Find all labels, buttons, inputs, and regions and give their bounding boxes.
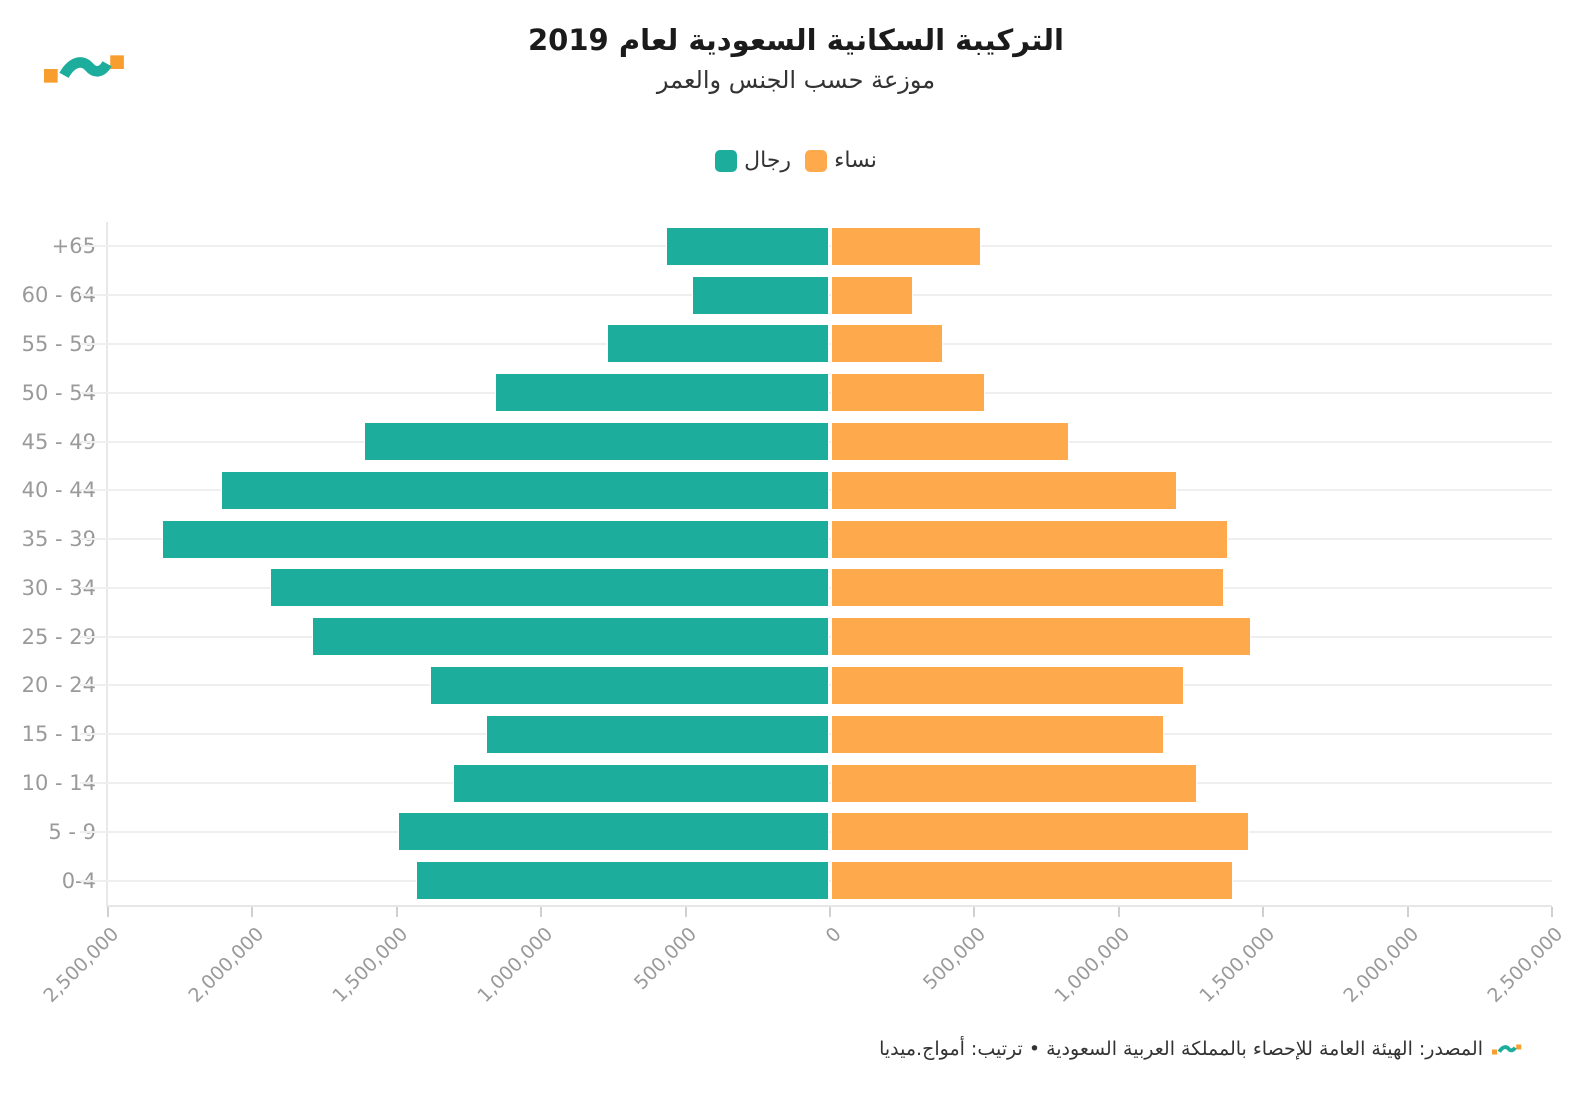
bar-men-55-59[interactable] bbox=[607, 324, 829, 364]
bar-women-55-59[interactable] bbox=[831, 324, 944, 364]
x-axis-tick bbox=[107, 907, 109, 917]
bar-women-10-14[interactable] bbox=[831, 763, 1197, 803]
x-axis-label: 500,000 bbox=[918, 923, 990, 995]
bar-men-40-44[interactable] bbox=[221, 470, 829, 510]
bar-women-30-34[interactable] bbox=[831, 568, 1225, 608]
bar-women-40-44[interactable] bbox=[831, 470, 1177, 510]
source-text: المصدر: الهيئة العامة للإحصاء بالمملكة ا… bbox=[879, 1038, 1483, 1060]
legend-label-men: رجال bbox=[744, 148, 792, 173]
bar-men-+65[interactable] bbox=[666, 226, 829, 266]
x-axis-label: 2,500,000 bbox=[1483, 923, 1568, 1007]
chart-title: التركيبة السكانية السعودية لعام 2019 bbox=[528, 23, 1064, 57]
x-axis-tick bbox=[1262, 907, 1265, 917]
bar-men-35-39[interactable] bbox=[162, 519, 829, 559]
bar-men-30-34[interactable] bbox=[270, 568, 829, 608]
x-axis-tick bbox=[251, 907, 254, 917]
x-axis-tick bbox=[684, 907, 687, 917]
x-axis-label: 1,500,000 bbox=[328, 923, 413, 1007]
bar-women-35-39[interactable] bbox=[831, 519, 1229, 559]
x-axis-line bbox=[106, 905, 1552, 907]
x-axis-tick bbox=[395, 907, 398, 917]
x-axis-label: 1,000,000 bbox=[1050, 923, 1135, 1007]
bar-men-25-29[interactable] bbox=[312, 617, 829, 657]
bar-men-50-54[interactable] bbox=[494, 373, 829, 413]
x-axis-label: 2,000,000 bbox=[184, 923, 268, 1007]
x-axis-tick bbox=[973, 907, 976, 917]
bar-women-20-24[interactable] bbox=[831, 665, 1184, 705]
legend-item-men[interactable]: رجال bbox=[715, 148, 791, 173]
bar-women-60-64[interactable] bbox=[831, 275, 914, 315]
logo-orange-square-left bbox=[44, 69, 58, 83]
y-axis-labels: +65 60 - 64 55 - 59 50 - 54 45 - 49 40 - 44 35… bbox=[0, 222, 96, 905]
x-axis-label: 2,000,000 bbox=[1339, 923, 1424, 1007]
x-axis-tick bbox=[1117, 907, 1120, 917]
x-axis-ticks bbox=[107, 905, 1553, 917]
bar-women-5-9[interactable] bbox=[831, 812, 1249, 852]
y-axis-line bbox=[106, 222, 108, 905]
bar-women-50-54[interactable] bbox=[831, 373, 986, 413]
bar-women-+65[interactable] bbox=[831, 226, 981, 266]
legend-label-women: نساء bbox=[834, 148, 877, 173]
bar-men-45-49[interactable] bbox=[363, 422, 829, 462]
bar-women-0-4[interactable] bbox=[831, 861, 1233, 901]
x-axis-labels: 2,500,000 2,000,000 1,500,000 1,000,000 500,… bbox=[40, 905, 1568, 1015]
amwaj-media-footer-icon bbox=[1492, 1044, 1522, 1054]
bar-women-25-29[interactable] bbox=[831, 617, 1252, 657]
men-color-swatch bbox=[715, 149, 738, 172]
amwaj-media-logo bbox=[44, 55, 124, 83]
plot-area bbox=[80, 222, 1552, 907]
x-axis-label: 1,500,000 bbox=[1194, 923, 1279, 1007]
bar-women-15-19[interactable] bbox=[831, 714, 1164, 754]
x-axis-tick bbox=[1551, 907, 1553, 917]
bar-men-20-24[interactable] bbox=[430, 665, 829, 705]
x-axis-tick bbox=[829, 907, 831, 917]
bar-women-45-49[interactable] bbox=[831, 422, 1069, 462]
x-axis-label: 1,000,000 bbox=[472, 923, 557, 1007]
x-axis-label: 0 bbox=[821, 923, 846, 948]
logo-orange-square-right bbox=[110, 55, 124, 69]
x-axis-label: 2,500,000 bbox=[39, 923, 124, 1007]
bar-men-10-14[interactable] bbox=[453, 763, 829, 803]
logo-teal-wave bbox=[59, 57, 112, 79]
x-axis-tick bbox=[540, 907, 543, 917]
legend: رجال نساء bbox=[0, 148, 1592, 173]
bar-men-60-64[interactable] bbox=[692, 275, 829, 315]
chart-footer: المصدر: الهيئة العامة للإحصاء بالمملكة ا… bbox=[879, 1038, 1522, 1060]
chart-header: التركيبة السكانية السعودية لعام 2019 موز… bbox=[0, 22, 1592, 94]
x-axis-tick bbox=[1406, 907, 1409, 917]
bar-men-15-19[interactable] bbox=[486, 714, 829, 754]
bar-men-0-4[interactable] bbox=[415, 861, 829, 901]
women-color-swatch bbox=[805, 149, 828, 172]
legend-item-women[interactable]: نساء bbox=[805, 148, 877, 173]
chart-subtitle: موزعة حسب الجنس والعمر bbox=[656, 66, 936, 95]
bar-men-5-9[interactable] bbox=[398, 812, 829, 852]
x-axis-label: 500,000 bbox=[630, 923, 702, 995]
